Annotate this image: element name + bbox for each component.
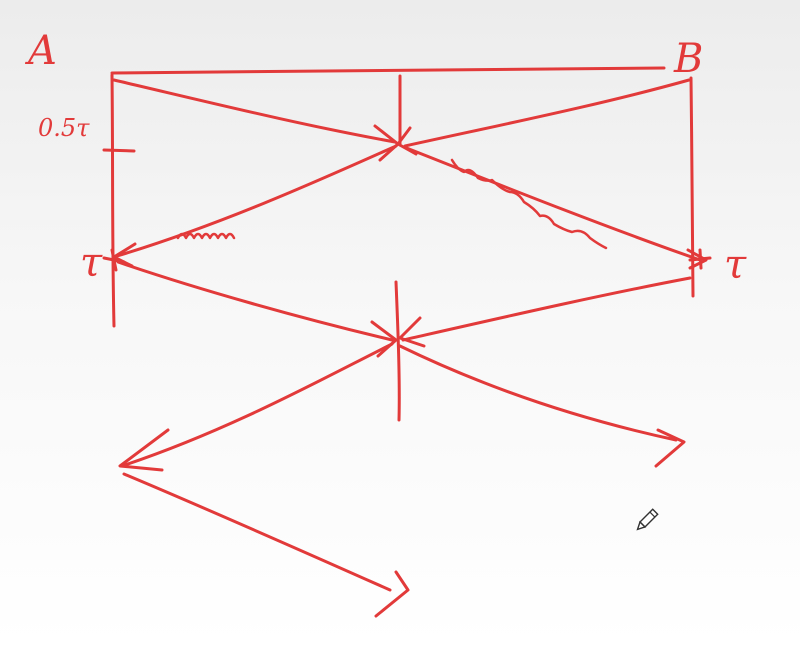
signal-center-to-left-tau: [115, 144, 398, 258]
signal-bottom: [122, 472, 392, 592]
signal-left-tau-to-lower-center: [116, 260, 394, 342]
top-horizontal-line: [110, 66, 666, 75]
signal-right-tau-to-lower-center: [401, 276, 692, 342]
arrowhead-bottom: [374, 570, 410, 618]
wavy-left: [176, 232, 236, 240]
arrowhead-upper-center: [373, 124, 418, 162]
half-tau-tick: [102, 148, 136, 153]
wavy-right: [450, 158, 608, 250]
arrowhead-lower-right: [654, 428, 686, 468]
label-point-b: B: [673, 36, 703, 82]
pencil-icon: [636, 508, 659, 531]
signal-b-to-center: [403, 78, 691, 148]
label-half-tau: 0.5τ: [38, 114, 90, 142]
left-tau-mark: [102, 248, 126, 272]
left-worldline: [110, 73, 116, 328]
signal-lower-left: [120, 342, 394, 468]
label-tau-right: τ: [724, 242, 747, 288]
signal-lower-right: [398, 344, 678, 442]
arrowhead-lower-left: [118, 428, 170, 472]
signal-a-to-center: [112, 78, 397, 144]
label-point-a: A: [24, 28, 57, 74]
right-worldline: [689, 76, 695, 298]
signal-center-to-right-tau: [402, 145, 702, 262]
arrowhead-lower-center: [370, 316, 426, 358]
arrowhead-right-tau: [686, 248, 708, 270]
label-tau-left: τ: [80, 240, 103, 286]
center-vertical-bottom: [394, 280, 401, 422]
right-tau-mark: [688, 248, 712, 270]
